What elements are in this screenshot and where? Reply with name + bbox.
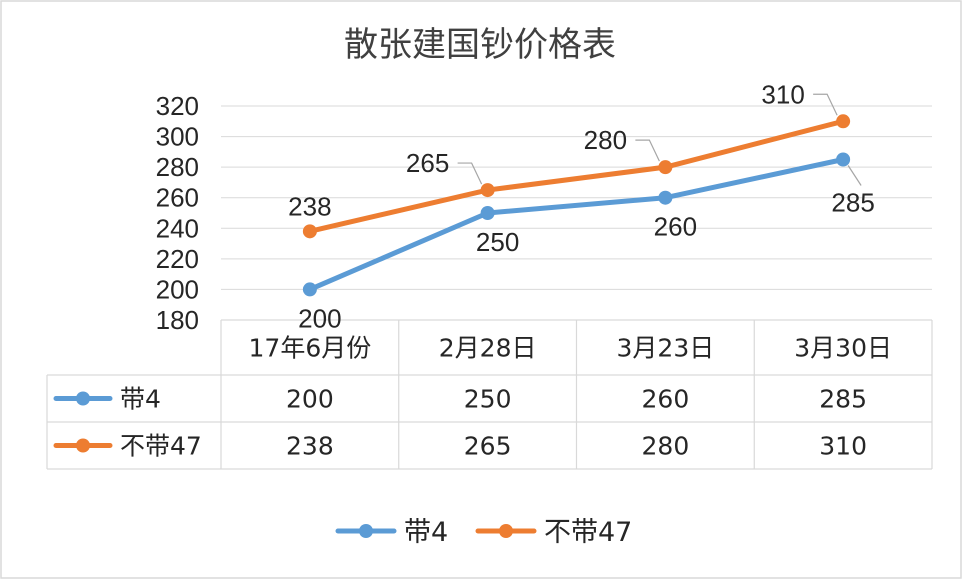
y-tick-label: 320 <box>156 91 199 121</box>
y-tick-label: 260 <box>156 183 199 213</box>
y-tick-label: 220 <box>156 244 199 274</box>
data-label-leader <box>457 162 483 185</box>
data-point <box>836 152 851 167</box>
data-label-leader <box>813 93 838 116</box>
table-cell-value: 238 <box>286 432 334 461</box>
data-label-leader <box>635 139 660 162</box>
y-tick-label: 240 <box>156 213 199 243</box>
legend-key-marker <box>359 524 373 538</box>
legend-label: 不带47 <box>544 517 632 548</box>
y-tick-label: 180 <box>156 305 199 335</box>
legend-label: 带4 <box>404 517 448 548</box>
table-cell-value: 310 <box>819 432 867 461</box>
legend: 带4 不带47 <box>335 517 632 548</box>
row-series-name: 不带47 <box>120 432 202 461</box>
data-point <box>302 282 317 297</box>
table-cell-value: 250 <box>464 385 512 414</box>
data-label: 260 <box>654 212 697 242</box>
table-cell-value: 265 <box>464 432 512 461</box>
row-legend-key-marker <box>76 438 90 453</box>
y-tick-label: 200 <box>156 274 199 304</box>
category-label: 3月23日 <box>617 334 715 363</box>
data-label: 310 <box>761 79 804 109</box>
category-label: 2月28日 <box>439 334 537 363</box>
category-label: 3月30日 <box>794 334 892 363</box>
data-point <box>836 114 851 129</box>
data-label: 280 <box>584 125 627 155</box>
table-cell-value: 260 <box>642 385 690 414</box>
series-line <box>307 118 846 234</box>
category-label: 17年6月份 <box>249 334 372 363</box>
chart-title: 散张建国钞价格表 <box>344 25 616 65</box>
series-line <box>307 157 846 292</box>
y-tick-label: 300 <box>156 122 199 152</box>
data-label: 265 <box>406 148 449 178</box>
y-tick-label: 280 <box>156 152 199 182</box>
data-label: 285 <box>831 188 874 218</box>
row-legend-key-marker <box>76 391 90 406</box>
data-labels: 200 250 260 285 238 265 280 310 <box>288 79 875 333</box>
row-series-name: 带4 <box>120 385 161 414</box>
table-cell-value: 200 <box>286 385 334 414</box>
legend-key-marker <box>499 524 513 538</box>
data-point <box>480 206 495 220</box>
series-layer <box>302 114 851 297</box>
data-label-leader <box>847 165 862 186</box>
data-point <box>658 160 673 175</box>
data-label: 238 <box>288 191 331 221</box>
data-label: 200 <box>298 303 341 333</box>
data-point <box>302 224 317 239</box>
table-cell-value: 285 <box>819 385 867 414</box>
gridlines <box>221 105 932 290</box>
data-point <box>658 190 673 205</box>
data-label: 250 <box>476 227 519 257</box>
data-point <box>480 183 495 198</box>
table-cell-value: 280 <box>642 432 690 461</box>
